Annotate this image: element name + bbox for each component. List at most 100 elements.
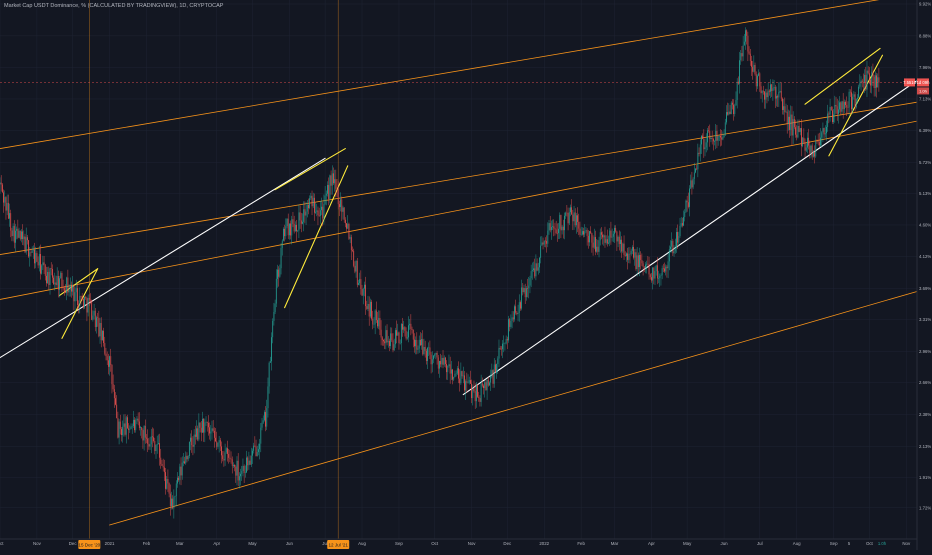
candle-body <box>306 212 307 216</box>
candle-body <box>316 210 317 211</box>
y-tick-label: 5.13% <box>919 191 931 196</box>
candle-body <box>70 285 71 290</box>
candle-body <box>123 423 124 426</box>
candle-body <box>751 61 752 67</box>
candle-body <box>79 296 80 307</box>
candle-body <box>770 84 771 91</box>
candle-body <box>447 366 448 372</box>
candle-body <box>408 325 409 337</box>
candle-body <box>128 428 129 429</box>
candle-body <box>339 204 340 207</box>
candle-body <box>393 340 394 350</box>
candle-body <box>110 356 111 365</box>
candle-body <box>455 374 456 377</box>
candle-body <box>777 96 778 97</box>
candle-body <box>62 273 63 287</box>
candle-body <box>697 153 698 169</box>
candle-body <box>153 437 154 441</box>
candle-body <box>44 262 45 265</box>
candle-body <box>850 92 851 93</box>
candle-body <box>39 254 40 265</box>
candle-body <box>759 73 760 86</box>
x-tick-label: Apr <box>213 541 220 546</box>
candle-body <box>309 198 310 208</box>
x-tick-label: 2021 <box>105 541 115 546</box>
candle-body <box>555 228 556 229</box>
candle-body <box>636 252 637 269</box>
candle-body <box>431 355 432 365</box>
candle-body <box>481 383 482 401</box>
candle-body <box>430 347 431 354</box>
candle-body <box>557 233 558 234</box>
candle-body <box>551 227 552 230</box>
candle-body <box>225 452 226 460</box>
candle-body <box>335 179 336 189</box>
candle-body <box>41 265 42 273</box>
candle-body <box>200 423 201 428</box>
candle-body <box>464 375 465 390</box>
candle-body <box>727 112 728 115</box>
candle-body <box>674 251 675 253</box>
candle-body <box>387 330 388 342</box>
candle-body <box>487 380 488 390</box>
candle-body <box>664 268 665 271</box>
candle-body <box>78 305 79 306</box>
candle-body <box>384 341 385 343</box>
candle-body <box>353 251 354 266</box>
x-tick-label: Aug <box>358 541 366 546</box>
candle-body <box>602 235 603 238</box>
candle-body <box>112 365 113 384</box>
candle-body <box>611 231 612 238</box>
candle-body <box>28 240 29 256</box>
candle-body <box>720 136 721 138</box>
candle-body <box>320 210 321 216</box>
candle-body <box>34 250 35 264</box>
candle-body <box>168 479 169 483</box>
candle-body <box>151 436 152 444</box>
candle-body <box>438 357 439 368</box>
candle-body <box>212 428 213 431</box>
x-tick-label: Sep <box>395 541 403 546</box>
candle-body <box>169 483 170 493</box>
x-tick-label: Mar <box>176 541 184 546</box>
candle-body <box>23 237 24 240</box>
candle-body <box>536 263 537 276</box>
candle-body <box>191 438 192 445</box>
candle-body <box>608 243 609 244</box>
candle-body <box>684 212 685 217</box>
candle-body <box>145 426 146 438</box>
candle-body <box>619 237 620 244</box>
candle-body <box>474 388 475 391</box>
candle-body <box>552 226 553 227</box>
candle-body <box>400 343 401 344</box>
candle-body <box>617 231 618 241</box>
x-tick-label: Jun <box>721 541 729 546</box>
candle-body <box>531 271 532 278</box>
candle-body <box>459 379 460 384</box>
candle-body <box>694 172 695 178</box>
candle-body <box>324 204 325 218</box>
candle-body <box>550 223 551 230</box>
x-tick-label: 2022 <box>539 541 549 546</box>
candle-body <box>614 228 615 234</box>
x-tick-label: Nov <box>902 541 911 546</box>
candle-body <box>475 391 476 401</box>
candle-body <box>709 131 710 139</box>
candle-body <box>94 311 95 316</box>
x-tick-label: Dec <box>503 541 512 546</box>
candle-body <box>303 209 304 222</box>
candle-body <box>83 299 84 308</box>
candle-body <box>72 285 73 291</box>
candle-body <box>633 247 634 258</box>
candle-body <box>100 323 101 336</box>
candle-body <box>690 180 691 188</box>
candle-body <box>210 432 211 434</box>
candle-body <box>179 467 180 481</box>
candle-body <box>615 228 616 232</box>
candle-body <box>840 102 841 111</box>
candle-body <box>412 329 413 330</box>
candle-body <box>233 465 234 466</box>
candle-body <box>8 203 9 219</box>
